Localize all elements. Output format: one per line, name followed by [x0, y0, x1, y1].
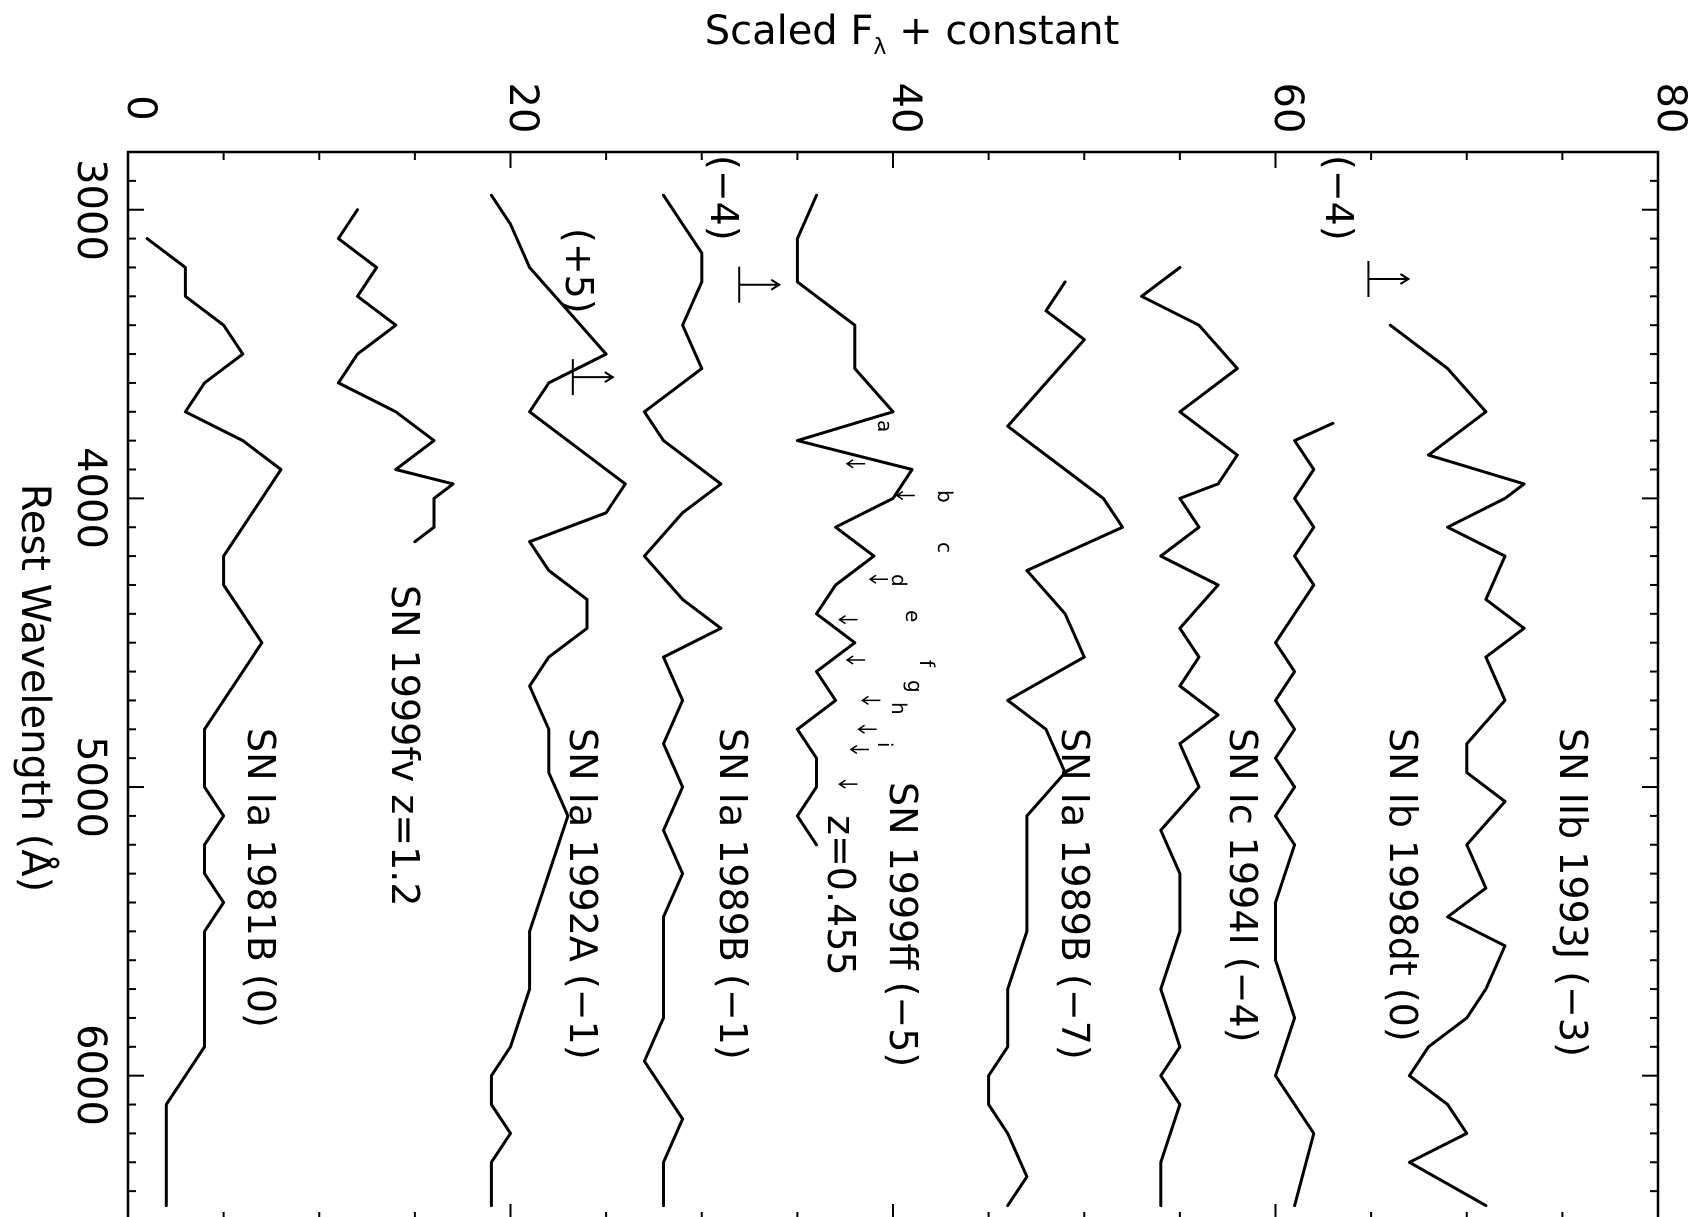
spectrum-label: SN Ia 1989B (−7) — [1053, 728, 1097, 1060]
spectrum-label: (+5) — [557, 228, 601, 314]
series-line-0 — [1388, 323, 1526, 1208]
spectrum-label: (−4) — [702, 155, 746, 241]
spectrum-label: SN 1999fv z=1.2 — [383, 585, 427, 907]
feature-mark: i — [873, 742, 897, 748]
feature-mark: b — [933, 490, 957, 503]
feature-arrow — [838, 779, 858, 789]
marker-arrow — [1367, 261, 1411, 298]
feature-mark: h — [887, 702, 911, 715]
feature-arrow — [845, 655, 866, 665]
series-line-7 — [336, 208, 455, 544]
feature-mark: f — [915, 660, 939, 668]
series-line-6 — [489, 193, 627, 1208]
series-line-4 — [795, 193, 914, 847]
feature-mark: a — [873, 420, 897, 432]
spectrum-label: SN Ia 1981B (0) — [239, 728, 283, 1028]
series-line-1 — [1274, 421, 1335, 1208]
spectrum-label: SN Ia 1992A (−1) — [561, 728, 605, 1060]
marker-arrow — [571, 359, 615, 396]
x-tick-label: 3000 — [68, 159, 114, 261]
feature-mark: g — [903, 680, 927, 693]
spectrum-label: SN Ia 1989B (−1) — [711, 728, 755, 1060]
x-tick-label: 4000 — [68, 447, 114, 549]
spectrum-label: (−4) — [1317, 155, 1361, 241]
x-axis-title: Rest Wavelength (Å) — [12, 484, 60, 892]
series-line-8 — [145, 237, 283, 1208]
series-group — [145, 193, 1526, 1208]
feature-arrow — [849, 744, 869, 755]
spectrum-label: SN Ic 1994I (−4) — [1221, 728, 1265, 1042]
feature-mark: d — [887, 574, 911, 587]
marker-arrow — [738, 266, 782, 303]
series-line-5 — [642, 193, 723, 1208]
y-axis-title: Scaled Fλ + constant — [705, 8, 1120, 60]
y-tick-label: 40 — [883, 83, 929, 134]
y-tick-label: 60 — [1265, 83, 1311, 134]
spectrum-label: SN Ib 1998dt (0) — [1381, 728, 1425, 1042]
feature-mark: e — [901, 610, 925, 622]
spectrum-label: SN 1999ff (−5) — [881, 782, 925, 1067]
series-line-3 — [987, 280, 1124, 1208]
axis-ticks — [127, 152, 1659, 1217]
series-line-2 — [1140, 266, 1239, 1208]
feature-arrow — [868, 574, 889, 584]
feature-arrow — [895, 490, 915, 501]
feature-arrow — [845, 459, 866, 469]
feature-arrow — [861, 695, 881, 706]
y-tick-label: 20 — [500, 83, 546, 134]
spectrum-label: SN IIb 1993J (−3) — [1551, 728, 1595, 1057]
feature-mark: c — [933, 542, 957, 553]
feature-arrow — [838, 614, 858, 625]
x-tick-label: 6000 — [68, 1024, 114, 1126]
marker-arrows — [571, 261, 1411, 789]
plot-area — [126, 150, 1660, 1217]
y-tick-label: 80 — [1648, 83, 1692, 134]
feature-arrow — [857, 724, 877, 734]
spectrum-label: z=0.455 — [819, 815, 863, 976]
y-tick-label: 0 — [118, 95, 164, 120]
x-tick-label: 5000 — [68, 736, 114, 838]
